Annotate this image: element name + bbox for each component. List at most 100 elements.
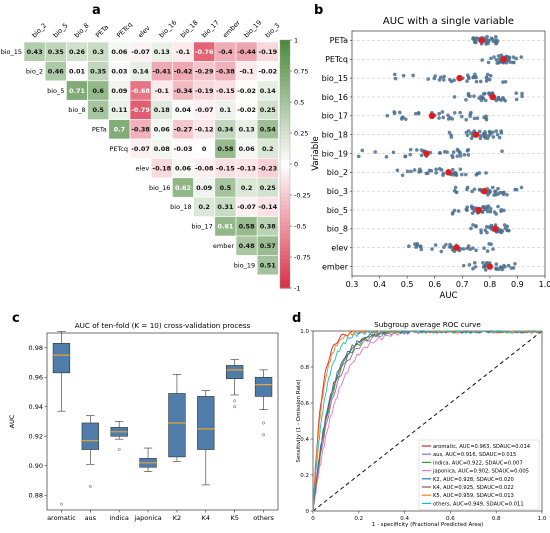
data-point xyxy=(494,262,499,266)
row-label: ember xyxy=(213,242,234,250)
data-point xyxy=(439,168,444,172)
data-point xyxy=(360,148,365,153)
colorbar-segment xyxy=(280,102,290,107)
data-point xyxy=(481,261,485,265)
colorbar-segment xyxy=(280,135,290,140)
colorbar-segment xyxy=(280,172,290,177)
cell-value: 0.43 xyxy=(27,48,43,56)
cell-value: -0.79 xyxy=(131,106,150,114)
mean-point xyxy=(492,225,499,233)
data-point xyxy=(456,209,461,213)
cell-value: 0.03 xyxy=(111,67,127,75)
data-point xyxy=(519,185,524,190)
category-label: ember xyxy=(322,262,349,271)
data-point xyxy=(496,204,500,209)
colorbar-segment xyxy=(280,188,290,194)
box xyxy=(81,422,99,450)
data-point xyxy=(511,266,516,270)
data-point xyxy=(405,169,410,174)
colorbar-segment xyxy=(280,114,290,120)
colorbar-segment xyxy=(280,275,290,281)
chart-title: Subgroup average ROC curve xyxy=(374,320,481,329)
mean-point xyxy=(423,150,430,157)
x-tick-label: K4 xyxy=(202,514,210,522)
data-point xyxy=(448,242,452,247)
cell-value: -0.68 xyxy=(131,87,150,95)
cell-value: 0.09 xyxy=(111,87,128,95)
colorbar-segment xyxy=(280,44,290,49)
mean-point xyxy=(456,74,463,82)
cell-value: 0.7 xyxy=(114,126,126,134)
category-label: bio_15 xyxy=(322,74,348,83)
col-label: elev xyxy=(136,24,151,39)
data-point xyxy=(514,56,519,61)
cell-value: 0.09 xyxy=(196,184,213,192)
category-label: bio_3 xyxy=(327,187,348,196)
data-point xyxy=(458,110,462,115)
cell-value: -0.13 xyxy=(237,164,256,172)
cell-value: 0.35 xyxy=(90,67,107,75)
data-point xyxy=(478,136,483,141)
data-point xyxy=(466,129,471,133)
cell-value: 0.25 xyxy=(260,106,277,114)
cell-value: 0.31 xyxy=(217,203,234,211)
data-point xyxy=(458,151,462,156)
data-point xyxy=(391,150,396,155)
data-point xyxy=(412,168,417,172)
row-label: bio_15 xyxy=(1,48,22,56)
cell-value: 0.13 xyxy=(154,48,170,56)
cell-value: -0.4 xyxy=(218,48,233,56)
data-point xyxy=(373,150,378,154)
cell-value: 0.2 xyxy=(241,184,253,192)
colorbar-segment xyxy=(280,93,290,99)
x-tick-label: 0.5 xyxy=(401,280,414,289)
data-point xyxy=(403,117,408,121)
cell-value: -0.34 xyxy=(174,87,193,95)
data-point xyxy=(480,58,484,62)
y-tick-label: 0.88 xyxy=(29,492,43,500)
cell-value: -0.07 xyxy=(131,48,150,56)
data-point xyxy=(487,77,492,82)
colorbar-segment xyxy=(280,197,290,202)
data-point xyxy=(455,147,460,152)
legend-label: aus, AUC=0.916, SDAUC=0.015 xyxy=(433,452,516,458)
row-label: bio_2 xyxy=(26,67,43,75)
x-tick-label: 0.2 xyxy=(354,516,363,522)
colorbar-segment xyxy=(280,85,290,91)
single-variable-auc-plot: AUC with a single variable PETa PETcq bio_1… xyxy=(311,16,550,301)
data-point xyxy=(442,245,446,249)
data-point xyxy=(446,113,450,118)
x-tick-label: aromatic xyxy=(47,514,76,522)
cell-value: 0.35 xyxy=(48,48,65,56)
data-point xyxy=(479,98,484,103)
legend-label: aromatic, AUC=0.963, SDAUC=0.014 xyxy=(433,444,531,450)
colorbar-segment xyxy=(280,254,290,260)
cell-value: -0.08 xyxy=(195,164,214,172)
y-tick-label: 0 xyxy=(306,509,310,515)
colorbar-segment xyxy=(280,143,290,149)
colorbar-tick-label: -0.75 xyxy=(294,253,311,261)
data-point xyxy=(441,115,446,120)
data-point xyxy=(481,265,486,269)
cell-value: 0.13 xyxy=(239,126,255,134)
data-point xyxy=(473,75,478,79)
cell-value: 0.3 xyxy=(92,48,104,56)
data-point xyxy=(491,247,495,251)
data-point xyxy=(400,173,405,178)
data-point xyxy=(407,244,411,248)
colorbar-segment xyxy=(280,267,290,273)
cell-value: 0.06 xyxy=(154,126,171,134)
data-point xyxy=(497,135,502,140)
colorbar-segment xyxy=(280,40,290,45)
colorbar-segment xyxy=(280,159,290,165)
data-point xyxy=(419,153,424,158)
data-point xyxy=(392,72,397,77)
x-tick-label: 0.8 xyxy=(492,516,501,522)
data-point xyxy=(520,91,524,96)
data-point xyxy=(424,171,429,176)
cell-value: -0.18 xyxy=(152,164,171,172)
box xyxy=(226,365,244,380)
outlier xyxy=(59,502,63,506)
cell-value: 0.01 xyxy=(69,67,86,75)
